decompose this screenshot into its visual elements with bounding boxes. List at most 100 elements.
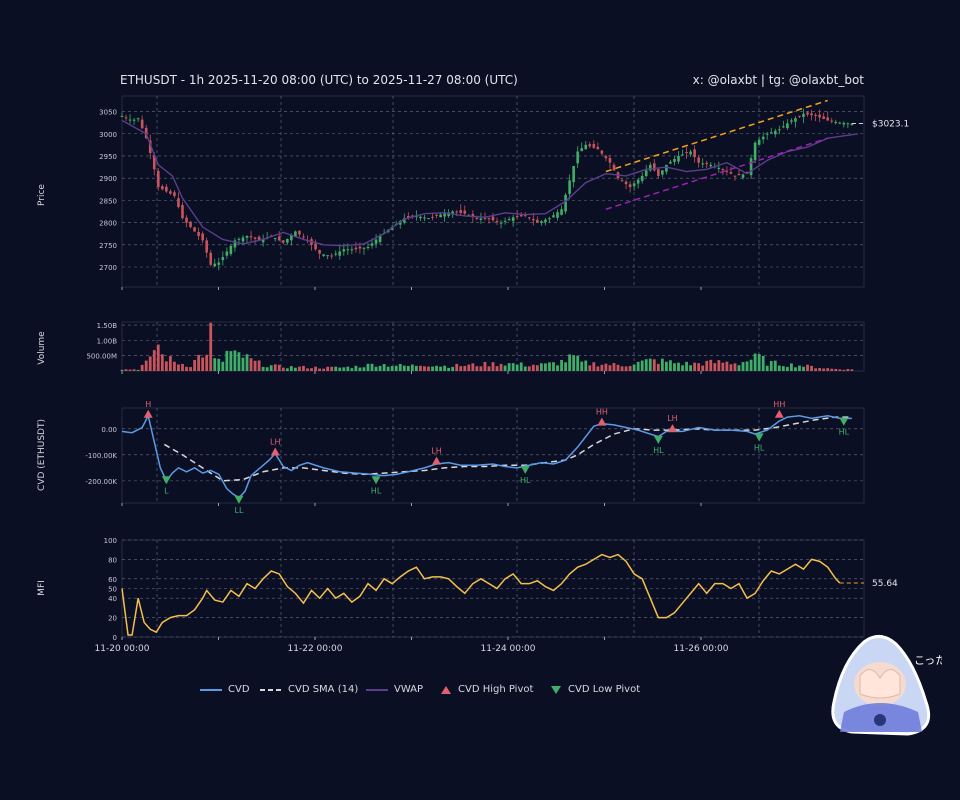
candle-body (181, 204, 184, 219)
volume-bar (794, 367, 797, 371)
candle-body (213, 263, 217, 267)
candles-group (120, 108, 854, 271)
volume-bar (402, 365, 406, 371)
candle-body (657, 169, 660, 176)
candle-body (778, 129, 781, 131)
candle-body (794, 118, 797, 122)
candle-body (273, 238, 277, 240)
vwap-line (121, 119, 859, 247)
candle-body (193, 227, 196, 232)
volume-bar (531, 364, 535, 371)
candle-body (342, 249, 346, 252)
candle-body (721, 169, 725, 171)
candle-body (459, 210, 463, 213)
volume-bar (519, 362, 523, 371)
volume-bar (733, 363, 737, 371)
cvd-tick-label: 0.00 (101, 426, 117, 434)
candle-body (636, 179, 640, 184)
candle-body (782, 126, 785, 128)
volume-bar (717, 360, 721, 371)
candle-body (427, 218, 430, 220)
volume-bar (584, 360, 588, 371)
volume-bar (705, 360, 709, 371)
x-tick-label: 11-22 00:00 (288, 644, 343, 654)
volume-bar (568, 354, 572, 371)
volume-bar (677, 362, 680, 371)
volume-bar (624, 366, 628, 371)
volume-bar (810, 365, 813, 371)
volume-bar (790, 363, 793, 371)
candle-body (769, 132, 773, 134)
candle-body (185, 217, 188, 223)
volume-bar (358, 367, 362, 371)
candle-body (608, 158, 612, 163)
volume-bar (378, 365, 382, 371)
volume-bar (580, 361, 584, 371)
candle-body (556, 212, 559, 218)
cvd-sma-line (163, 416, 852, 482)
candle-body (802, 113, 805, 117)
price-tick-label: 3050 (99, 109, 117, 117)
candle-body (322, 254, 325, 256)
volume-bar (785, 366, 789, 371)
volume-bar (725, 361, 729, 371)
candle-body (286, 238, 289, 243)
candle-body (745, 171, 749, 174)
candle-body (806, 112, 809, 115)
volume-bar (745, 361, 749, 371)
volume-bar (612, 363, 616, 371)
volume-bar (616, 364, 620, 371)
volume-bar (164, 361, 168, 371)
candle-body (253, 237, 257, 239)
cvd-high-pivot-marker (667, 424, 677, 433)
candle-body (169, 191, 172, 194)
candle-body (233, 240, 237, 248)
mfi-tick-label: 0 (113, 634, 117, 642)
legend-item-cvd-low-pivot: CVD Low Pivot (550, 684, 640, 695)
volume-bar (834, 368, 838, 371)
volume-bar (419, 365, 422, 371)
volume-bar (346, 366, 350, 371)
candle-body (507, 219, 511, 221)
volume-bar (386, 366, 390, 371)
volume-bar (721, 362, 725, 371)
volume-bar (576, 355, 580, 371)
candle-body (773, 130, 777, 135)
legend-item-cvd: CVD (200, 684, 250, 695)
candle-body (729, 172, 733, 174)
cvd-low-pivot-marker (754, 433, 764, 442)
candle-body (834, 121, 838, 124)
candle-body (673, 158, 676, 162)
candle-body (830, 120, 834, 122)
volume-bar (479, 366, 483, 371)
volume-bar (455, 363, 459, 371)
volume-tick-label: 500.00M (86, 353, 117, 361)
volume-bar (229, 351, 233, 371)
candle-body (560, 209, 563, 215)
candle-body (612, 164, 616, 171)
candle-body (237, 238, 241, 240)
volume-bar (318, 368, 321, 371)
candle-body (600, 150, 604, 154)
panel-0-frame (121, 95, 865, 288)
price-tick-label: 2950 (99, 153, 117, 161)
cvd-low-pivot-label: HL (371, 486, 382, 495)
volume-bar (838, 369, 842, 371)
volume-bar (741, 362, 745, 371)
candle-body (197, 231, 200, 236)
resistance-trendline (605, 99, 828, 173)
last-price-label: $3023.1 (872, 119, 909, 129)
volume-bar (689, 365, 692, 371)
volume-bar (660, 358, 664, 371)
volume-bar (201, 357, 205, 371)
volume-bar (217, 358, 221, 371)
candle-body (148, 140, 152, 154)
candle-body (209, 252, 213, 265)
candle-body (358, 246, 362, 249)
candle-body (173, 192, 176, 196)
candle-body (257, 236, 261, 241)
cvd-low-pivot-marker (161, 476, 171, 485)
volume-bar (322, 368, 326, 371)
volume-bar (410, 364, 414, 371)
candle-body (532, 218, 535, 221)
